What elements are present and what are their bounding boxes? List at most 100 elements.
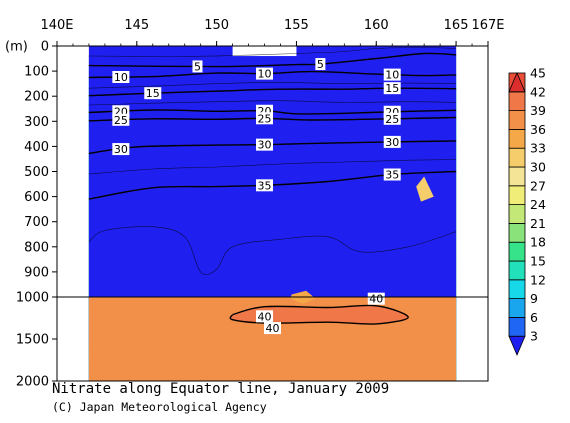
colorbar-segment [508,185,526,206]
thin-contour-1 [88,47,457,57]
contour-label-10: 10 [114,71,128,84]
contour-10 [88,70,457,79]
contour-label-30: 30 [258,139,272,152]
y-tick-label: 300 [24,115,49,130]
y-tick-label: 1000 [16,291,49,306]
contour-label-5: 5 [194,60,201,73]
contour-label-bg [256,67,274,80]
contour-label-40: 40 [266,322,280,335]
thin-contour-12 [88,226,457,275]
colorbar-segment [508,204,526,224]
contour-label-bg [112,143,130,156]
blob-yellow [416,176,434,202]
chart-title: Nitrate along Equator line, January 2009 [52,381,390,397]
contour-label-bg [192,60,203,73]
y-tick-label: 2000 [16,375,49,390]
contour-label-35: 35 [385,169,399,182]
contour-label-25: 25 [114,114,128,127]
contour-label-40: 40 [258,310,272,323]
contour-label-bg [383,68,401,81]
contour-label-bg [383,112,401,125]
contour-label-bg [256,112,274,125]
contour-label-bg [256,179,274,192]
y-unit-label: (m) [5,40,28,55]
y-tick-label: 1500 [16,333,49,348]
colorbar-segment [508,279,526,299]
contour-label-35: 35 [258,179,272,192]
axes: 140E 145 150 155 160 165 167E01002003004005006… [5,18,505,390]
missing-data-box [232,46,297,57]
colorbar-label: 18 [530,235,546,250]
colorbar-segment [508,316,526,337]
contour-label-30: 30 [114,143,128,156]
y-tick-label: 900 [24,265,49,280]
colorbar-segment [508,298,526,318]
contour-label-10: 10 [385,69,399,82]
y-tick-label: 800 [24,240,49,255]
contour-label-bg [383,82,401,95]
x-tick-label: 140E [40,18,73,33]
contour-label-25: 25 [258,112,272,125]
contour-label-10: 10 [258,68,272,81]
colorbar-top-arrow [508,71,526,93]
contour-label-bg [367,292,385,305]
y-tick-label: 200 [24,90,49,105]
colorbar-segment [508,260,526,281]
x-tick-label: 150 [204,18,229,33]
colorbar-label: 9 [530,291,538,306]
colorbar-label: 21 [530,216,546,231]
colorbar-label: 42 [530,84,546,99]
contour-label-30: 30 [385,136,399,149]
colorbar-label: 27 [530,178,546,193]
contour-label-bg [144,87,162,100]
contour-label-25: 25 [385,113,399,126]
contour-label-bg [112,113,130,126]
colorbar-label: 15 [530,254,546,269]
colorbar-label: 24 [530,197,546,212]
colorbar-label: 6 [530,310,538,325]
x-tick-label: 167E [471,18,504,33]
colorbar-segment [508,91,526,112]
field-40-region [230,305,409,325]
credit-text: (C) Japan Meteorological Agency [52,400,267,414]
contour-label-bg [256,138,274,151]
contour-40 [229,304,409,325]
colorbar-label: 12 [530,272,546,287]
colorbar-label: 33 [530,141,546,156]
contour-label-bg [256,310,274,323]
colorbar-bottom-arrow [508,335,526,357]
contour-label-40: 40 [369,293,383,306]
x-tick-label: 145 [124,18,149,33]
contour-label-15: 15 [385,82,399,95]
colorbar-label: 36 [530,122,546,137]
colorbar-segment [508,222,526,243]
colorbar-segment [508,110,526,130]
contour-label-bg [264,322,281,335]
y-tick-label: 100 [24,65,49,80]
y-tick-label: 400 [24,140,49,155]
contour-label-15: 15 [146,87,160,100]
colorbar-segment [508,147,526,168]
thin-contour-6 [88,100,457,106]
colorbar-segment [508,128,526,149]
colorbar-label: 3 [530,329,538,344]
x-tick-label: 155 [284,18,309,33]
contour-label-bg [383,168,401,181]
colorbar-segment [508,166,526,187]
plot-frame [56,45,489,382]
colorbar-label: 30 [530,160,546,175]
colorbar-segment [508,241,526,262]
y-tick-label: 0 [41,40,49,55]
colorbar-label: 39 [530,103,546,118]
contour-label-bg [112,70,130,83]
y-tick-label: 600 [24,190,49,205]
contour-label-5: 5 [317,58,324,71]
thin-contour-10 [88,159,457,175]
y-tick-label: 500 [24,165,49,180]
colorbar-label: 45 [530,66,546,81]
x-tick-label: 160 [364,18,389,33]
thin-contour-4 [88,82,457,89]
